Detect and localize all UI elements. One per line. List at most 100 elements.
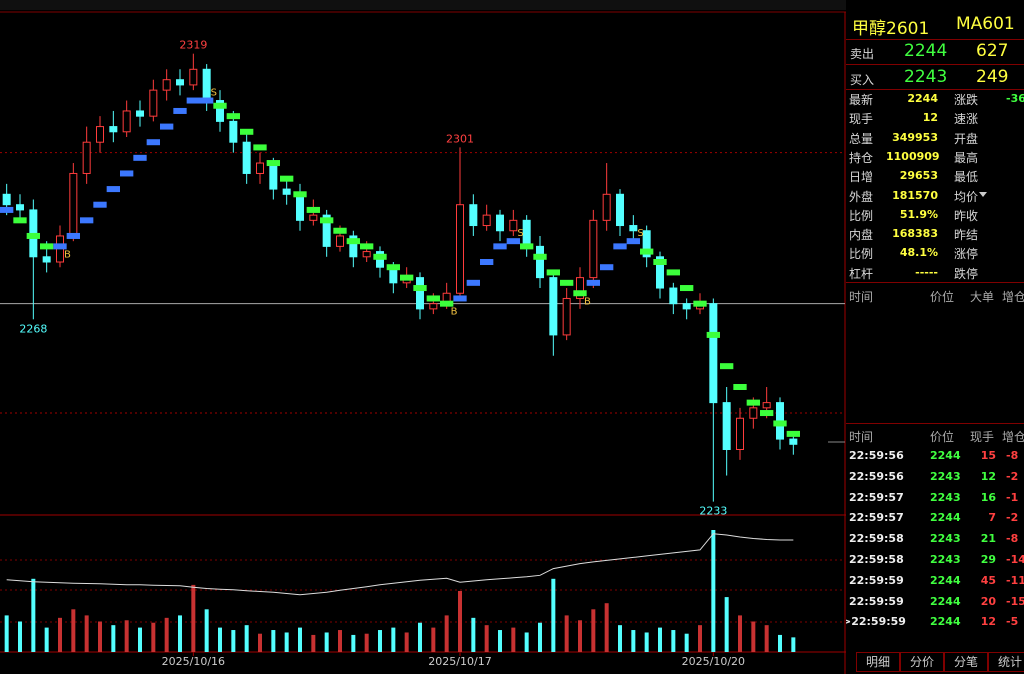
trade-oi-change: -8	[1006, 532, 1019, 546]
column-header: 价位	[930, 290, 955, 304]
trend-step	[146, 139, 160, 146]
volume-bar	[258, 633, 262, 652]
contract-code: MA601	[956, 14, 1015, 34]
volume-bar	[604, 603, 609, 652]
stat-label: 最低	[954, 170, 979, 185]
stat-label: 涨停	[954, 247, 979, 262]
volume-bar	[404, 632, 409, 652]
trend-step	[120, 170, 134, 177]
candle-body	[189, 68, 198, 86]
trend-step	[66, 232, 80, 239]
volume-bar	[564, 615, 569, 652]
trade-oi-change: -1	[1006, 490, 1019, 504]
candle-body	[229, 120, 238, 143]
candle-body	[109, 126, 118, 133]
trade-oi-change: -5	[1006, 615, 1019, 629]
stat-label: 外盘	[849, 189, 874, 204]
candle-body	[722, 402, 731, 450]
stat-value: 12	[922, 111, 938, 125]
candle-body	[589, 219, 598, 279]
trade-oi-change: -8	[1006, 449, 1019, 462]
extreme-label: 2268	[19, 322, 47, 335]
stat-label: 杠杆	[849, 266, 874, 281]
candle-body	[496, 214, 504, 232]
candle-body	[536, 245, 544, 279]
chart: 2025/10/16 2025/10/17 2025/10/20 B S B S B S 2319…	[0, 0, 846, 674]
candle-body	[482, 214, 491, 227]
tab[interactable]: 分价	[900, 652, 944, 672]
stat-label: 最高	[954, 150, 979, 165]
stat-value: 181570	[892, 188, 938, 202]
volume-bar	[764, 625, 769, 652]
volume-bar	[391, 627, 396, 652]
trade-price: 2243	[930, 490, 961, 504]
trade-qty: 21	[980, 532, 996, 546]
trend-step	[266, 160, 280, 167]
candle-body	[149, 89, 158, 117]
candle-body	[656, 256, 664, 289]
column-header: 大单	[970, 290, 995, 304]
candle-body	[736, 417, 744, 450]
stat-label: 开盘	[954, 131, 979, 146]
volume-bar	[444, 615, 449, 652]
trend-step	[453, 295, 467, 302]
trade-oi-change: -14	[1006, 553, 1024, 566]
trade-time: 22:59:58	[849, 532, 904, 546]
trade-qty: 12	[980, 615, 996, 629]
stat-label: 持仓	[849, 150, 874, 165]
trade-time: 22:59:58	[849, 553, 904, 566]
dropdown-arrow	[979, 191, 987, 197]
trade-oi-change: -11	[1006, 573, 1024, 587]
trade-time: 22:59:57	[849, 511, 904, 525]
trend-step	[280, 175, 294, 182]
volume-bar	[524, 632, 529, 652]
stat-label: 涨跌	[954, 93, 979, 107]
volume-bar	[204, 609, 209, 652]
tab[interactable]: 明细	[856, 652, 900, 672]
candle-body	[242, 141, 251, 174]
volume-bar	[711, 530, 716, 652]
trend-step	[253, 144, 267, 151]
candle-body	[16, 204, 24, 211]
trade-time: 22:59:59	[849, 573, 904, 587]
trend-step	[360, 243, 374, 250]
trend-step	[400, 274, 414, 281]
candle-body	[509, 219, 518, 232]
volume-bar	[484, 625, 489, 652]
trend-step	[653, 259, 667, 265]
x-tick-label: 2025/10/20	[682, 655, 745, 668]
trend-step	[680, 285, 694, 292]
tab[interactable]: 分笔	[944, 652, 988, 672]
trade-qty: 7	[988, 511, 996, 525]
candle-body	[282, 188, 291, 195]
candle-body	[549, 277, 558, 336]
trade-time: 22:59:57	[849, 490, 904, 504]
buy-price: 2243	[904, 67, 948, 87]
candle-body	[122, 110, 131, 133]
trade-oi-change: -2	[1006, 469, 1019, 483]
extreme-label: 2301	[446, 132, 474, 145]
candle-body	[176, 79, 184, 86]
stat-value: 51.9%	[899, 207, 938, 221]
trend-step	[720, 363, 734, 370]
divider	[846, 64, 1024, 65]
candle-body	[162, 79, 171, 91]
volume-bar	[591, 609, 596, 652]
signal-label: B	[451, 307, 458, 318]
sell-qty: 627	[976, 41, 1009, 61]
volume-bar	[671, 630, 676, 652]
volume-bar	[338, 630, 342, 652]
volume-bar	[644, 632, 649, 652]
trend-step	[346, 238, 360, 245]
column-header: 增仓	[1002, 430, 1024, 444]
stat-label: 最新	[849, 93, 874, 107]
volume-bar	[791, 637, 796, 652]
candle-body	[42, 256, 51, 263]
candle-body	[362, 251, 371, 258]
volume-bar	[458, 591, 462, 652]
trade-qty: 29	[980, 553, 996, 566]
stat-label: 比例	[849, 208, 874, 223]
stat-label: 总量	[849, 131, 874, 146]
tab[interactable]: 统计	[988, 652, 1024, 672]
trend-step	[0, 206, 14, 213]
